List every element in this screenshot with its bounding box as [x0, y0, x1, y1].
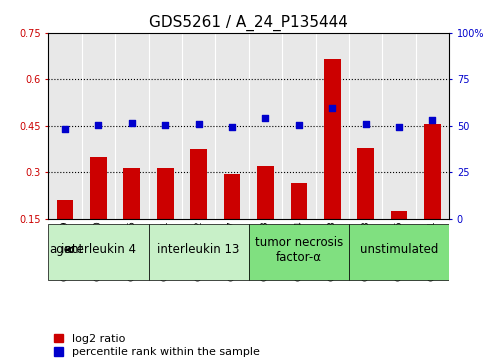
Bar [190, 149, 207, 219]
Bar [57, 200, 73, 219]
Point [362, 121, 369, 127]
Bar [124, 168, 140, 219]
Point [195, 121, 202, 127]
Point [95, 122, 102, 128]
FancyBboxPatch shape [149, 224, 249, 280]
Bar [257, 166, 274, 219]
Text: unstimulated: unstimulated [360, 243, 438, 256]
Bar [424, 124, 441, 219]
Bar [157, 168, 173, 219]
Bar [391, 211, 408, 219]
FancyBboxPatch shape [249, 224, 349, 280]
Point [328, 105, 336, 111]
Text: agent: agent [49, 243, 83, 256]
Text: interleukin 13: interleukin 13 [157, 243, 240, 256]
FancyBboxPatch shape [48, 224, 149, 280]
Point [295, 122, 303, 128]
Point [161, 122, 169, 128]
Point [428, 117, 436, 123]
Point [228, 124, 236, 130]
Legend: log2 ratio, percentile rank within the sample: log2 ratio, percentile rank within the s… [54, 334, 259, 358]
Bar [357, 148, 374, 219]
Bar [290, 183, 307, 219]
Point [128, 120, 136, 126]
Point [262, 115, 270, 121]
Bar [90, 157, 107, 219]
FancyBboxPatch shape [349, 224, 449, 280]
Point [61, 126, 69, 131]
Bar [224, 174, 241, 219]
Text: interleukin 4: interleukin 4 [61, 243, 136, 256]
Text: tumor necrosis
factor-α: tumor necrosis factor-α [255, 236, 343, 264]
Title: GDS5261 / A_24_P135444: GDS5261 / A_24_P135444 [149, 15, 348, 31]
Point [395, 124, 403, 130]
Bar [324, 59, 341, 219]
